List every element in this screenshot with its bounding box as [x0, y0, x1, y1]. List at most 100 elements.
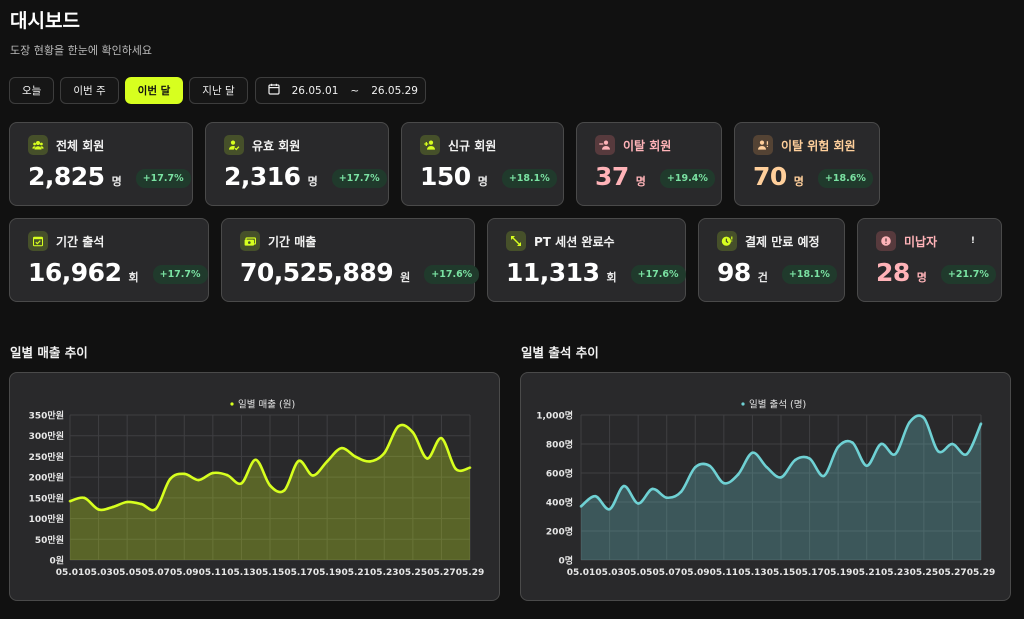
- x-tick-label: 05.15: [767, 568, 795, 578]
- x-tick-label: 05.21: [852, 568, 880, 578]
- x-tick-label: 05.17: [284, 568, 312, 578]
- data-point: [893, 452, 897, 456]
- date-range-picker[interactable]: 26.05.01 ~ 26.05.29: [254, 77, 426, 104]
- data-point: [382, 451, 386, 455]
- stat-card-period-attendance[interactable]: 기간 출석 16,962 회 +17.7%: [9, 218, 209, 302]
- filter-this-month-button[interactable]: 이번 달: [124, 77, 184, 104]
- stat-card-unpaid-members[interactable]: 미납자 ! 28 명 +21.7%: [857, 218, 1002, 302]
- x-tick-label: 05.23: [881, 568, 909, 578]
- x-tick-label: 05.15: [256, 568, 284, 578]
- change-badge: +19.4%: [659, 169, 715, 188]
- change-badge: +18.6%: [817, 169, 873, 188]
- revenue-chart: 일별 매출 (원) 0원 50만원 100만원 150만원 200만원 250만원 300만원…: [29, 400, 485, 579]
- date-from: 26.05.01: [291, 84, 339, 97]
- revenue-chart-panel: 일별 매출 (원) 0원 50만원 100만원 150만원 200만원 250만원 300만원…: [9, 372, 500, 601]
- data-point: [468, 466, 472, 469]
- card-unit: 명: [477, 175, 488, 188]
- data-point: [311, 474, 315, 477]
- stat-card-pt-sessions[interactable]: PT 세션 완료수 11,313 회 +17.6%: [487, 218, 686, 302]
- data-point: [140, 502, 143, 506]
- x-tick-label: 05.03: [595, 568, 623, 578]
- user-alert-icon: [753, 135, 773, 155]
- data-point: [397, 424, 400, 428]
- user-plus-icon: [420, 135, 440, 155]
- data-point: [197, 478, 200, 482]
- stat-card-churned-members[interactable]: 이탈 회원 37 명 +19.4%: [576, 122, 722, 206]
- stat-card-total-members[interactable]: 전체 회원 2,825 명 +17.7%: [9, 122, 193, 206]
- stat-card-payment-expiring[interactable]: 결제 만료 예정 98 건 +18.1%: [698, 218, 845, 302]
- data-point: [440, 436, 443, 440]
- data-point: [979, 422, 983, 425]
- data-point: [751, 451, 754, 454]
- change-badge: +18.1%: [501, 169, 557, 188]
- data-point: [125, 500, 129, 504]
- card-unit: 원: [400, 271, 411, 284]
- data-point: [651, 487, 654, 491]
- data-point: [665, 496, 669, 499]
- filter-today-button[interactable]: 오늘: [9, 77, 55, 104]
- data-point: [182, 472, 186, 476]
- chart-legend: 일별 매출 (원): [230, 400, 295, 411]
- stat-card-active-members[interactable]: 유효 회원 2,316 명 +17.7%: [205, 122, 389, 206]
- card-value: 70,525,889: [240, 258, 394, 287]
- x-tick-label: 05.05: [113, 568, 141, 578]
- card-value: 28: [876, 258, 910, 287]
- data-point: [608, 507, 611, 511]
- user-check-icon: [224, 135, 244, 155]
- y-tick-label: 250만원: [29, 451, 64, 463]
- card-unit: 명: [916, 271, 927, 284]
- stat-card-new-members[interactable]: 신규 회원 150 명 +18.1%: [401, 122, 564, 206]
- y-tick-label: 200명: [546, 526, 573, 538]
- stat-card-period-revenue[interactable]: 기간 매출 70,525,889 원 +17.6%: [221, 218, 480, 302]
- data-point: [297, 459, 300, 463]
- data-point: [111, 505, 115, 509]
- data-point: [211, 471, 215, 475]
- change-badge: +17.6%: [424, 265, 480, 284]
- y-tick-label: 100만원: [29, 513, 64, 525]
- x-tick-label: 05.21: [341, 568, 369, 578]
- card-unit: 회: [606, 271, 617, 284]
- card-unit: 명: [111, 175, 122, 188]
- y-tick-label: 400명: [546, 497, 573, 509]
- x-tick-label: 05.27: [938, 568, 966, 578]
- x-tick-label: 05.29: [967, 568, 995, 578]
- y-tick-label: 350만원: [29, 410, 64, 422]
- x-tick-label: 05.09: [681, 568, 709, 578]
- y-tick-label: 300만원: [29, 430, 64, 442]
- data-point: [736, 473, 740, 476]
- x-tick-label: 05.11: [710, 568, 738, 578]
- stat-card-at-risk-members[interactable]: 이탈 위험 회원 70 명 +18.6%: [734, 122, 880, 206]
- data-point: [722, 481, 726, 485]
- card-value: 11,313: [506, 258, 600, 287]
- data-point: [225, 473, 229, 477]
- date-to: 26.05.29: [371, 84, 418, 97]
- data-point: [354, 455, 358, 459]
- data-point: [425, 457, 429, 460]
- x-tick-label: 05.19: [824, 568, 852, 578]
- revenue-section-title: 일별 매출 추이: [10, 345, 88, 360]
- data-point: [793, 458, 797, 462]
- x-tick-label: 05.03: [84, 568, 112, 578]
- filter-this-week-button[interactable]: 이번 주: [60, 77, 119, 104]
- filter-last-month-button[interactable]: 지난 달: [189, 77, 248, 104]
- data-point: [922, 416, 926, 420]
- cash-icon: [240, 231, 260, 251]
- x-tick-label: 05.19: [313, 568, 341, 578]
- data-point: [951, 442, 954, 446]
- data-point: [282, 489, 286, 492]
- card-label: 결제 만료 예정: [745, 234, 820, 249]
- data-point: [97, 508, 100, 511]
- data-point: [154, 507, 158, 511]
- card-unit: 건: [757, 271, 768, 284]
- card-value: 2,316: [224, 162, 301, 191]
- data-point: [851, 441, 854, 444]
- attendance-chart-panel: 일별 출석 (명) 0명 200명 400명 600명 800명 1,000명 05.01 05…: [520, 372, 1011, 601]
- change-badge: +21.7%: [940, 265, 996, 284]
- change-badge: +18.1%: [781, 265, 837, 284]
- user-minus-icon: [595, 135, 615, 155]
- data-point: [68, 499, 72, 503]
- x-tick-label: 05.07: [141, 568, 169, 578]
- calendar-check-icon: [28, 231, 48, 251]
- data-point: [622, 484, 626, 488]
- data-point: [965, 452, 969, 456]
